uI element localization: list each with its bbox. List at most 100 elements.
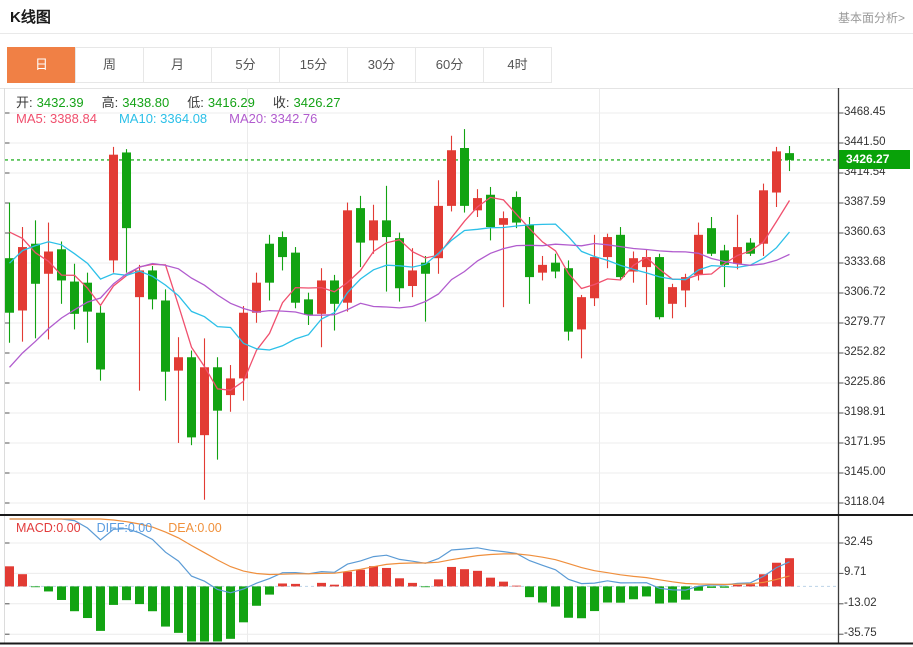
macd-bar xyxy=(70,586,79,612)
ma-legend: MA5: 3388.84 MA10: 3364.08 MA20: 3342.76 xyxy=(16,111,317,126)
price-axis-label: 3387.59 xyxy=(844,196,886,208)
macd-bar xyxy=(31,586,40,588)
candle-body xyxy=(122,152,131,229)
macd-bar xyxy=(369,566,378,587)
macd-bar xyxy=(161,586,170,627)
candle-body xyxy=(551,262,560,272)
macd-axis-label: -35.75 xyxy=(844,627,877,640)
macd-bar xyxy=(5,566,14,587)
macd-bar xyxy=(460,569,469,587)
price-axis-label: 3118.04 xyxy=(844,496,885,508)
macd-bar xyxy=(278,583,287,587)
dea-readout: DEA:0.00 xyxy=(168,521,222,535)
tab-week[interactable]: 周 xyxy=(75,47,144,83)
page-title: K线图 xyxy=(10,9,51,26)
fundamental-analysis-link[interactable]: 基本面分析> xyxy=(837,11,905,25)
macd-bar xyxy=(538,586,547,603)
candle-body xyxy=(746,242,755,254)
macd-bar xyxy=(187,586,196,642)
macd-bar xyxy=(577,586,586,619)
candle-body xyxy=(785,153,794,160)
macd-bar xyxy=(421,586,430,588)
candle-body xyxy=(317,280,326,314)
macd-bar xyxy=(434,579,443,587)
candle-body xyxy=(278,237,287,258)
macd-bar xyxy=(226,586,235,639)
macd-bar xyxy=(343,571,352,587)
macd-bar xyxy=(44,586,53,592)
current-price-badge: 3426.27 xyxy=(839,150,910,170)
tab-month[interactable]: 月 xyxy=(143,47,212,83)
candle-body xyxy=(369,220,378,241)
macd-bar xyxy=(239,586,248,623)
macd-axis-label: 32.45 xyxy=(844,536,873,548)
candle-body xyxy=(304,299,313,315)
macd-axis-label: -13.02 xyxy=(844,596,877,609)
candle-body xyxy=(44,251,53,274)
macd-bar xyxy=(408,582,417,587)
candle-body xyxy=(174,357,183,371)
macd-bar xyxy=(785,558,794,587)
price-axis-label: 3333.68 xyxy=(844,256,886,268)
tab-60min[interactable]: 60分 xyxy=(415,47,484,83)
candle-body xyxy=(772,151,781,193)
candle-body xyxy=(434,205,443,259)
tab-day[interactable]: 日 xyxy=(7,47,76,83)
macd-bar xyxy=(603,586,612,603)
macd-bar xyxy=(499,581,508,587)
macd-bar xyxy=(174,586,183,633)
candle-body xyxy=(707,228,716,254)
price-axis-label: 3252.82 xyxy=(844,346,886,358)
candle-body xyxy=(265,243,274,283)
chart-top-border xyxy=(0,88,913,89)
macd-bar xyxy=(707,586,716,588)
macd-bar xyxy=(473,570,482,587)
candle-body xyxy=(668,287,677,304)
price-axis-label: 3360.63 xyxy=(844,226,886,238)
candle-body xyxy=(343,210,352,303)
tab-5min[interactable]: 5分 xyxy=(211,47,280,83)
candle-body xyxy=(226,378,235,396)
macd-bar xyxy=(96,586,105,631)
ohlc-readout: 开: 3432.39 高: 3438.80 低: 3416.29 收: 3426.27 xyxy=(16,92,341,111)
ma10-readout: MA10: 3364.08 xyxy=(118,111,208,126)
macd-bar xyxy=(213,586,222,642)
open-readout: 开: 3432.39 xyxy=(16,95,84,110)
candle-body xyxy=(200,367,209,436)
macd-bar xyxy=(109,586,118,605)
candle-body xyxy=(421,262,430,274)
macd-bar xyxy=(395,578,404,587)
tab-15min[interactable]: 15分 xyxy=(279,47,348,83)
candle-body xyxy=(759,190,768,244)
low-readout: 低: 3416.29 xyxy=(187,95,255,110)
candle-body xyxy=(96,312,105,370)
candle-body xyxy=(239,312,248,379)
candle-body xyxy=(395,238,404,289)
candle-body xyxy=(616,234,625,278)
high-readout: 高: 3438.80 xyxy=(101,95,170,110)
macd-bar xyxy=(83,586,92,619)
candle-body xyxy=(655,257,664,318)
macd-bar xyxy=(720,586,729,588)
candle-body xyxy=(57,249,66,281)
title-divider xyxy=(0,33,913,34)
close-readout: 收: 3426.27 xyxy=(272,95,341,110)
macd-bar xyxy=(642,586,651,597)
candle-body xyxy=(161,300,170,372)
macd-bar xyxy=(525,586,534,598)
candle-body xyxy=(473,198,482,211)
candle-body xyxy=(83,282,92,312)
candle-body xyxy=(681,277,690,291)
ma20-line xyxy=(9,242,790,368)
candle-body xyxy=(187,357,196,438)
candle-body xyxy=(18,247,27,311)
macd-bar xyxy=(551,586,560,607)
candle-body xyxy=(31,243,40,284)
tab-30min[interactable]: 30分 xyxy=(347,47,416,83)
price-axis-label: 3279.77 xyxy=(844,316,886,328)
tab-4hour[interactable]: 4时 xyxy=(483,47,552,83)
macd-bar xyxy=(733,584,742,587)
macd-bar xyxy=(616,586,625,603)
macd-bar xyxy=(655,586,664,604)
